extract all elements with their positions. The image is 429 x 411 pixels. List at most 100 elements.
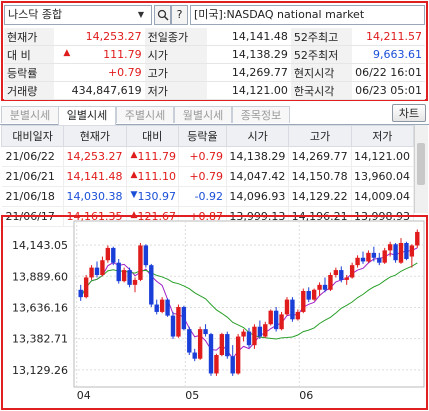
candle-body bbox=[203, 329, 208, 335]
tab-1[interactable]: 분별시세 bbox=[1, 106, 59, 123]
y-tick-label: 13,889.60 bbox=[12, 270, 68, 283]
info-value: 14,269.77 bbox=[206, 63, 291, 82]
candle-body bbox=[246, 331, 252, 346]
tab-3[interactable]: 주별시세 bbox=[116, 106, 174, 123]
price-cell: 14,030.38 bbox=[63, 186, 127, 207]
candle-body bbox=[273, 310, 279, 330]
candle-body bbox=[371, 252, 377, 258]
info-label: 52주최고 bbox=[290, 28, 353, 46]
info-value: ▲ 111.79 bbox=[54, 45, 145, 64]
table-scrollbar[interactable] bbox=[414, 125, 428, 213]
info-value: 14,211.57 bbox=[352, 28, 425, 46]
candle-body bbox=[366, 252, 371, 262]
search-icon[interactable] bbox=[154, 5, 171, 25]
candle-body bbox=[415, 231, 420, 246]
candle-body bbox=[116, 262, 121, 282]
column-header[interactable]: 대비일자 bbox=[0, 125, 65, 147]
info-label: 현지시각 bbox=[290, 63, 353, 82]
column-header[interactable]: 현재가 bbox=[63, 125, 127, 147]
candle-body bbox=[306, 291, 311, 300]
price-cell: 14,141.48 bbox=[63, 166, 127, 187]
code-help-button[interactable]: ? bbox=[171, 5, 188, 25]
diff-cell: ▲ 111.79 bbox=[126, 146, 179, 167]
column-header[interactable]: 고가 bbox=[288, 125, 352, 147]
date-cell: 21/06/21 bbox=[1, 166, 65, 187]
highlight-box-quote bbox=[1, 1, 428, 101]
y-tick-label: 13,129.26 bbox=[12, 364, 68, 377]
info-value: 14,141.48 bbox=[206, 28, 291, 46]
table-header-row: 대비일자 현재가 대비 등락율 시가 고가 저가 bbox=[0, 125, 415, 147]
date-cell: 21/06/18 bbox=[1, 186, 65, 207]
diff-text: 111.79 bbox=[137, 150, 176, 163]
candle-body bbox=[344, 277, 349, 280]
column-header[interactable]: 저가 bbox=[350, 125, 415, 147]
candle-body bbox=[409, 245, 415, 257]
candlestick-chart: 14,143.05 13,889.60 13,636.16 13,382.71 13,1… bbox=[12, 220, 425, 402]
diff-text: 130.97 bbox=[137, 190, 176, 203]
info-value-text: 14,253.27 bbox=[85, 30, 142, 43]
column-header[interactable]: 시가 bbox=[226, 125, 290, 147]
candle-body bbox=[105, 247, 111, 261]
diff-cell: ▼ 130.97 bbox=[126, 186, 179, 207]
candle-body bbox=[311, 289, 317, 300]
rate-cell: +0.79 bbox=[178, 146, 228, 167]
candle-body bbox=[187, 329, 192, 353]
info-label: 저가 bbox=[144, 81, 207, 100]
candle-body bbox=[197, 329, 203, 359]
info-label: 현재가 bbox=[4, 28, 55, 46]
info-label: 대 비 bbox=[4, 45, 55, 64]
symbol-search-input[interactable]: 나스닥 종합 bbox=[4, 5, 152, 25]
diff-cell: ▲ 111.10 bbox=[126, 166, 179, 187]
chevron-down-icon[interactable]: ▼ bbox=[137, 10, 145, 19]
open-cell: 14,096.93 bbox=[226, 186, 290, 207]
high-cell: 14,269.77 bbox=[288, 146, 352, 167]
candle-body bbox=[360, 257, 366, 262]
info-label: 52주최저 bbox=[290, 45, 353, 64]
high-cell: 14,129.22 bbox=[288, 186, 352, 207]
up-arrow-icon: ▲ bbox=[130, 170, 138, 180]
table-row[interactable]: 21/06/18 14,030.38 ▼ 130.97 -0.92 14,096.93 14… bbox=[1, 186, 415, 207]
tab-2[interactable]: 일별시세 bbox=[58, 106, 116, 125]
info-row: 거래량 434,847,619 저가 14,121.00 한국시각 06/23 05:01 bbox=[4, 81, 425, 100]
candle-body bbox=[121, 270, 127, 282]
info-value: 434,847,619 bbox=[54, 81, 145, 100]
y-tick-label: 13,636.16 bbox=[12, 301, 68, 314]
tab-5[interactable]: 종목정보 bbox=[232, 106, 290, 123]
candle-body bbox=[219, 334, 225, 355]
candle-body bbox=[138, 245, 143, 280]
column-header[interactable]: 대비 bbox=[125, 125, 179, 147]
candle-body bbox=[214, 355, 219, 374]
daily-price-table: 대비일자 현재가 대비 등락율 시가 고가 저가 21/06/22 14,253.27 ▲ 111.… bbox=[0, 125, 415, 227]
candle-body bbox=[165, 299, 170, 316]
table-row[interactable]: 21/06/22 14,253.27 ▲ 111.79 +0.79 14,138.29 14… bbox=[1, 146, 415, 167]
candle-body bbox=[235, 336, 241, 374]
low-cell: 14,121.00 bbox=[351, 146, 415, 167]
chart-button[interactable]: 차트 bbox=[392, 104, 426, 122]
candle-body bbox=[252, 326, 257, 346]
price-chart: 14,143.05 13,889.60 13,636.16 13,382.71 13,1… bbox=[3, 217, 426, 408]
candle-body bbox=[268, 310, 273, 325]
candle-body bbox=[192, 352, 197, 359]
candle-body bbox=[333, 270, 339, 275]
candle-body bbox=[100, 260, 105, 275]
y-tick-label: 13,382.71 bbox=[12, 333, 68, 346]
table-row[interactable]: 21/06/21 14,141.48 ▲ 111.10 +0.79 14,047.42 14… bbox=[1, 166, 415, 187]
info-value: 14,253.27 bbox=[54, 28, 145, 46]
open-cell: 14,047.42 bbox=[226, 166, 290, 187]
scrollbar-thumb[interactable] bbox=[417, 143, 425, 185]
candle-body bbox=[149, 265, 154, 305]
candle-body bbox=[208, 334, 214, 374]
info-label: 한국시각 bbox=[290, 81, 353, 100]
candle-body bbox=[301, 291, 306, 312]
candle-body bbox=[382, 250, 387, 263]
info-label: 고가 bbox=[144, 63, 207, 82]
column-header[interactable]: 등락율 bbox=[177, 125, 228, 147]
info-label: 거래량 bbox=[4, 81, 55, 100]
info-value: 14,121.00 bbox=[206, 81, 291, 100]
candle-body bbox=[279, 314, 284, 330]
info-value: 14,138.29 bbox=[206, 45, 291, 64]
price-cell: 14,253.27 bbox=[63, 146, 127, 167]
tab-4[interactable]: 월별시세 bbox=[174, 106, 232, 123]
down-arrow-icon: ▼ bbox=[130, 190, 138, 200]
candle-body bbox=[290, 299, 295, 320]
